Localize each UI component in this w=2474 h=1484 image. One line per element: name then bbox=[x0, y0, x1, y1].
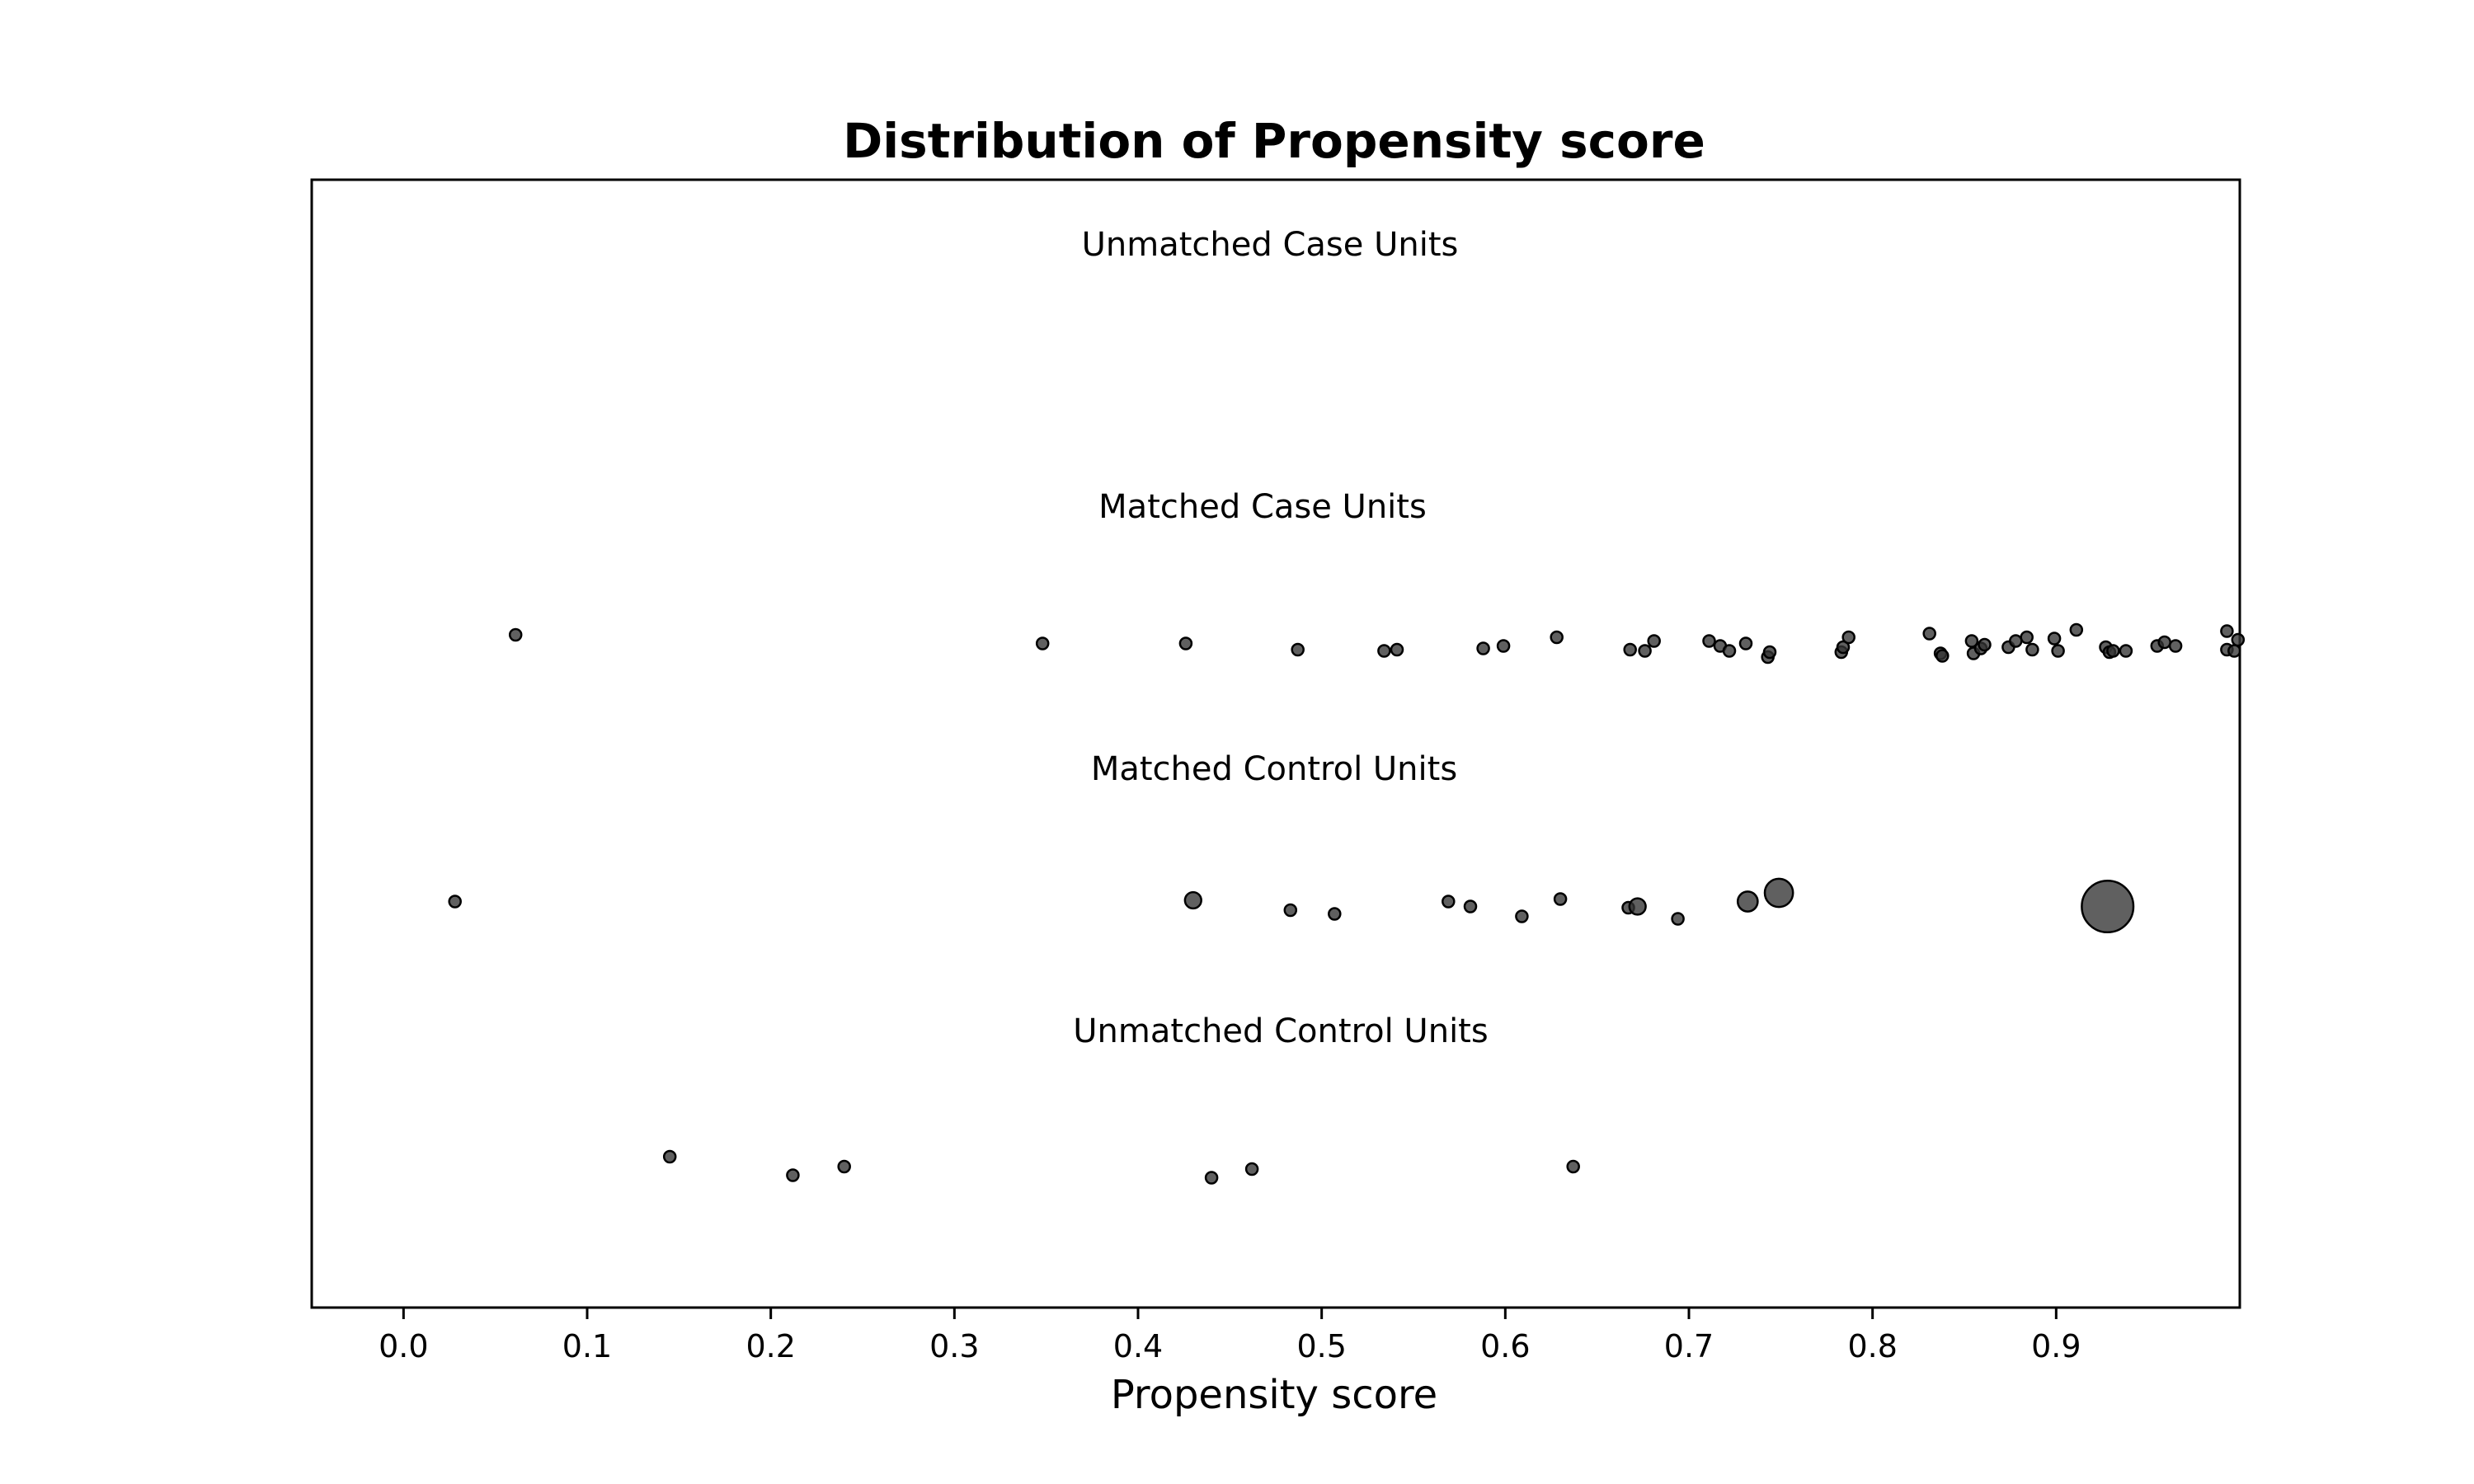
x-tick-label: 0.2 bbox=[745, 1328, 795, 1364]
data-point bbox=[1722, 644, 1737, 658]
data-point bbox=[2069, 622, 2084, 637]
data-point bbox=[1935, 649, 1950, 663]
data-point bbox=[1553, 892, 1568, 906]
plot-area-frame bbox=[310, 178, 2241, 1309]
data-point bbox=[2009, 634, 2023, 648]
x-tick-label: 0.9 bbox=[2031, 1328, 2081, 1364]
group-label: Matched Case Units bbox=[1098, 488, 1427, 526]
data-point bbox=[1922, 627, 1936, 641]
data-point bbox=[1736, 890, 1759, 913]
x-tick-label: 0.5 bbox=[1296, 1328, 1346, 1364]
group-label: Unmatched Control Units bbox=[1073, 1012, 1488, 1050]
x-tick-label: 0.6 bbox=[1480, 1328, 1530, 1364]
data-point bbox=[1738, 636, 1753, 650]
x-axis-label: Propensity score bbox=[1111, 1372, 1437, 1418]
data-point bbox=[1702, 634, 1716, 648]
data-point bbox=[1763, 877, 1794, 909]
group-label: Unmatched Case Units bbox=[1082, 226, 1459, 264]
x-tick-label: 0.0 bbox=[379, 1328, 428, 1364]
data-point bbox=[2220, 624, 2234, 638]
data-point bbox=[2168, 639, 2183, 653]
data-point bbox=[1377, 644, 1391, 658]
x-axis: 0.0 0.1 0.2 0.3 0.4 0.5 0.6 0.7 0.8 0.9 bbox=[379, 1308, 2081, 1364]
data-point bbox=[2025, 642, 2039, 657]
data-point bbox=[1291, 642, 1305, 657]
data-point bbox=[2106, 644, 2120, 658]
data-point bbox=[1623, 642, 1637, 657]
data-point bbox=[1204, 1171, 1219, 1185]
x-tick-label: 0.4 bbox=[1113, 1328, 1163, 1364]
chart-title: Distribution of Propensity score bbox=[843, 113, 1705, 169]
data-point bbox=[1836, 640, 1851, 655]
data-point bbox=[1841, 630, 1856, 645]
data-point bbox=[1463, 899, 1478, 913]
x-tick-label: 0.7 bbox=[1664, 1328, 1714, 1364]
x-tick-label: 0.3 bbox=[929, 1328, 979, 1364]
data-point bbox=[1628, 897, 1647, 916]
group-label: Matched Control Units bbox=[1091, 750, 1457, 788]
data-point bbox=[1442, 895, 1456, 909]
data-point bbox=[1178, 636, 1193, 650]
data-point bbox=[1035, 636, 1050, 650]
data-point bbox=[1566, 1159, 1580, 1174]
data-point bbox=[786, 1168, 800, 1182]
data-point bbox=[2047, 632, 2062, 646]
data-point bbox=[2231, 632, 2246, 647]
data-point bbox=[2157, 635, 2171, 650]
data-point bbox=[448, 895, 462, 909]
data-point bbox=[1638, 644, 1652, 658]
data-point bbox=[2081, 879, 2135, 934]
data-point bbox=[1647, 634, 1661, 648]
data-point bbox=[1476, 641, 1490, 655]
data-point bbox=[1964, 634, 1979, 648]
data-point bbox=[837, 1159, 851, 1174]
data-point bbox=[1978, 637, 1992, 652]
data-point bbox=[1515, 909, 1529, 923]
data-point bbox=[1328, 907, 1342, 921]
data-point bbox=[1244, 1162, 1259, 1176]
data-points bbox=[448, 622, 2246, 1185]
data-point bbox=[1550, 630, 1564, 645]
data-point bbox=[2051, 644, 2065, 658]
group-labels: Unmatched Case Units Matched Case Units Ma… bbox=[1073, 226, 1488, 1050]
data-point bbox=[1283, 903, 1298, 918]
data-point bbox=[2119, 644, 2133, 658]
x-tick-label: 0.8 bbox=[1847, 1328, 1897, 1364]
data-point bbox=[1390, 642, 1404, 657]
data-point bbox=[2227, 644, 2241, 658]
data-point bbox=[1496, 639, 1511, 653]
x-tick-label: 0.1 bbox=[562, 1328, 612, 1364]
data-point bbox=[1183, 890, 1202, 910]
data-point bbox=[1671, 912, 1685, 926]
data-point bbox=[2020, 630, 2034, 645]
data-point bbox=[508, 627, 523, 642]
data-point bbox=[662, 1149, 677, 1164]
data-point bbox=[1762, 645, 1777, 660]
